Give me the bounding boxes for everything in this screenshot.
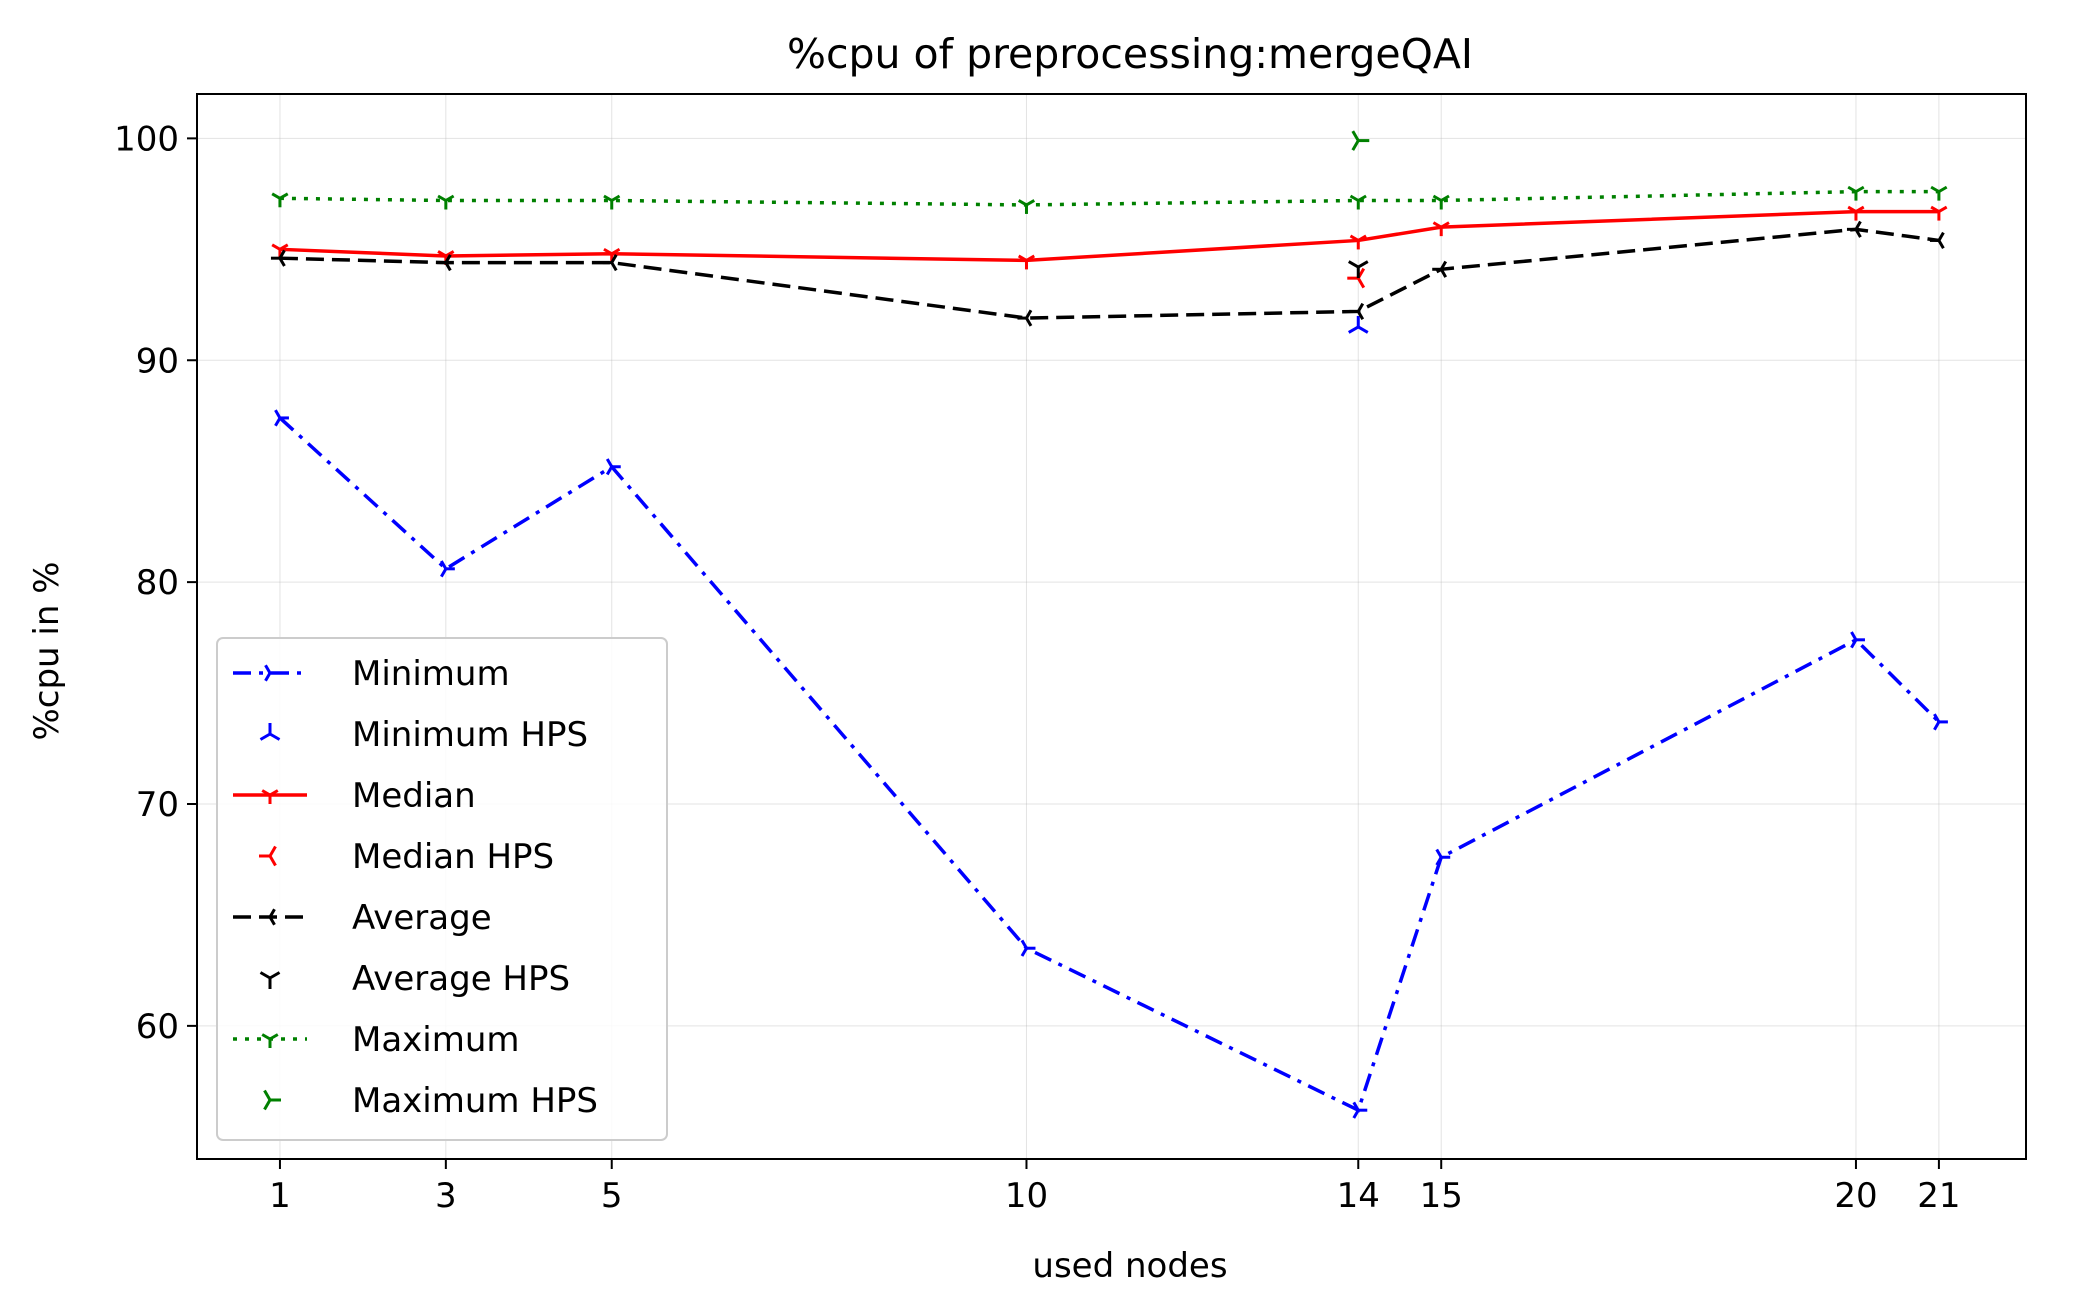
series-minimum [274, 409, 1948, 1119]
y-tick-label: 70 [136, 785, 179, 825]
data-point [1347, 260, 1369, 279]
series-maximum [271, 185, 1948, 214]
data-point [1846, 220, 1862, 238]
x-tick-label: 15 [1420, 1176, 1463, 1216]
legend-marker [261, 789, 279, 804]
legend-marker [259, 723, 281, 741]
y-tick-label: 90 [136, 341, 179, 381]
legend-label: Median HPS [352, 837, 554, 877]
data-point [605, 458, 621, 476]
y-axis-label: %cpu in % [27, 561, 67, 740]
legend-entry: Maximum HPS [263, 1081, 598, 1121]
x-tick-label: 14 [1337, 1176, 1380, 1216]
data-point [1017, 254, 1036, 270]
legend-marker [259, 971, 281, 989]
series-line-maximum [279, 189, 1939, 207]
data-point [440, 560, 455, 578]
data-point [1435, 848, 1451, 866]
y-tick-label: 100 [114, 119, 179, 159]
data-point [1432, 194, 1450, 210]
data-point [436, 254, 452, 272]
data-point [1930, 205, 1948, 221]
data-point [1933, 713, 1948, 731]
y-axis: 60 70 80 90 100 [114, 119, 197, 1047]
series-line-minimum [278, 416, 1941, 1113]
legend-entry: Maximum [233, 1020, 520, 1060]
series-line-median [279, 209, 1939, 263]
data-point [602, 254, 618, 272]
data-point [1347, 267, 1366, 289]
data-point [1020, 939, 1036, 957]
data-point [1352, 1101, 1368, 1119]
legend-label: Minimum HPS [352, 715, 588, 755]
data-point [1847, 205, 1865, 221]
data-point [274, 409, 289, 427]
legend-marker [261, 1033, 279, 1048]
legend-entry: Minimum HPS [259, 715, 588, 755]
data-point [270, 249, 286, 267]
y-tick-label: 60 [136, 1007, 179, 1047]
series-average [270, 220, 1945, 327]
data-point [437, 194, 455, 210]
series-average-hps [1347, 260, 1369, 279]
data-point [1432, 221, 1450, 237]
legend-entry: Median HPS [259, 837, 554, 877]
legend: Minimum Minimum HPS Median Median HPS Averag… [216, 637, 668, 1141]
data-point [1349, 234, 1367, 250]
chart-title: %cpu of preprocessing:mergeQAI [787, 30, 1473, 78]
data-point [1847, 185, 1865, 201]
series-minimum-hps [1347, 315, 1369, 334]
data-point [603, 194, 621, 210]
x-tick-label: 1 [269, 1176, 291, 1216]
x-tick-label: 3 [435, 1176, 457, 1216]
legend-label: Minimum [352, 654, 510, 694]
legend-marker [263, 1089, 281, 1111]
data-point [271, 192, 289, 208]
legend-marker [264, 664, 279, 682]
plot-area-frame [196, 93, 2027, 1160]
data-point [1929, 231, 1945, 249]
series-median-hps [1347, 267, 1366, 289]
series-layer [270, 130, 1948, 1119]
x-tick-label: 20 [1834, 1176, 1877, 1216]
legend-label: Maximum HPS [352, 1081, 598, 1121]
data-point [1432, 260, 1448, 278]
legend-marker [261, 908, 276, 926]
series-median [271, 205, 1948, 270]
legend-label: Maximum [352, 1020, 520, 1060]
legend-label: Median [352, 776, 476, 816]
legend-label: Average HPS [352, 959, 570, 999]
series-line-average [279, 227, 1940, 320]
legend-marker [259, 845, 277, 867]
x-tick-label: 21 [1917, 1176, 1960, 1216]
data-point [1850, 631, 1865, 649]
data-point [1347, 315, 1369, 334]
data-point [1349, 302, 1365, 320]
legend-entry: Median [233, 776, 476, 816]
x-tick-label: 5 [601, 1176, 623, 1216]
x-axis: 1 3 5 10 14 15 20 21 [269, 1159, 1961, 1216]
data-point [1351, 130, 1370, 151]
legend-entry: Average [233, 898, 492, 938]
x-axis-label: used nodes [1032, 1246, 1227, 1286]
series-maximum-hps [1351, 130, 1370, 151]
data-point [1349, 194, 1367, 210]
y-tick-label: 80 [136, 563, 179, 603]
legend-box [216, 637, 668, 1141]
x-tick-label: 10 [1005, 1176, 1048, 1216]
data-point [1930, 185, 1948, 201]
data-point [1017, 309, 1033, 327]
legend-entry: Minimum [233, 654, 510, 694]
legend-entry: Average HPS [259, 959, 570, 999]
data-point [1017, 199, 1036, 214]
legend-label: Average [352, 898, 492, 938]
